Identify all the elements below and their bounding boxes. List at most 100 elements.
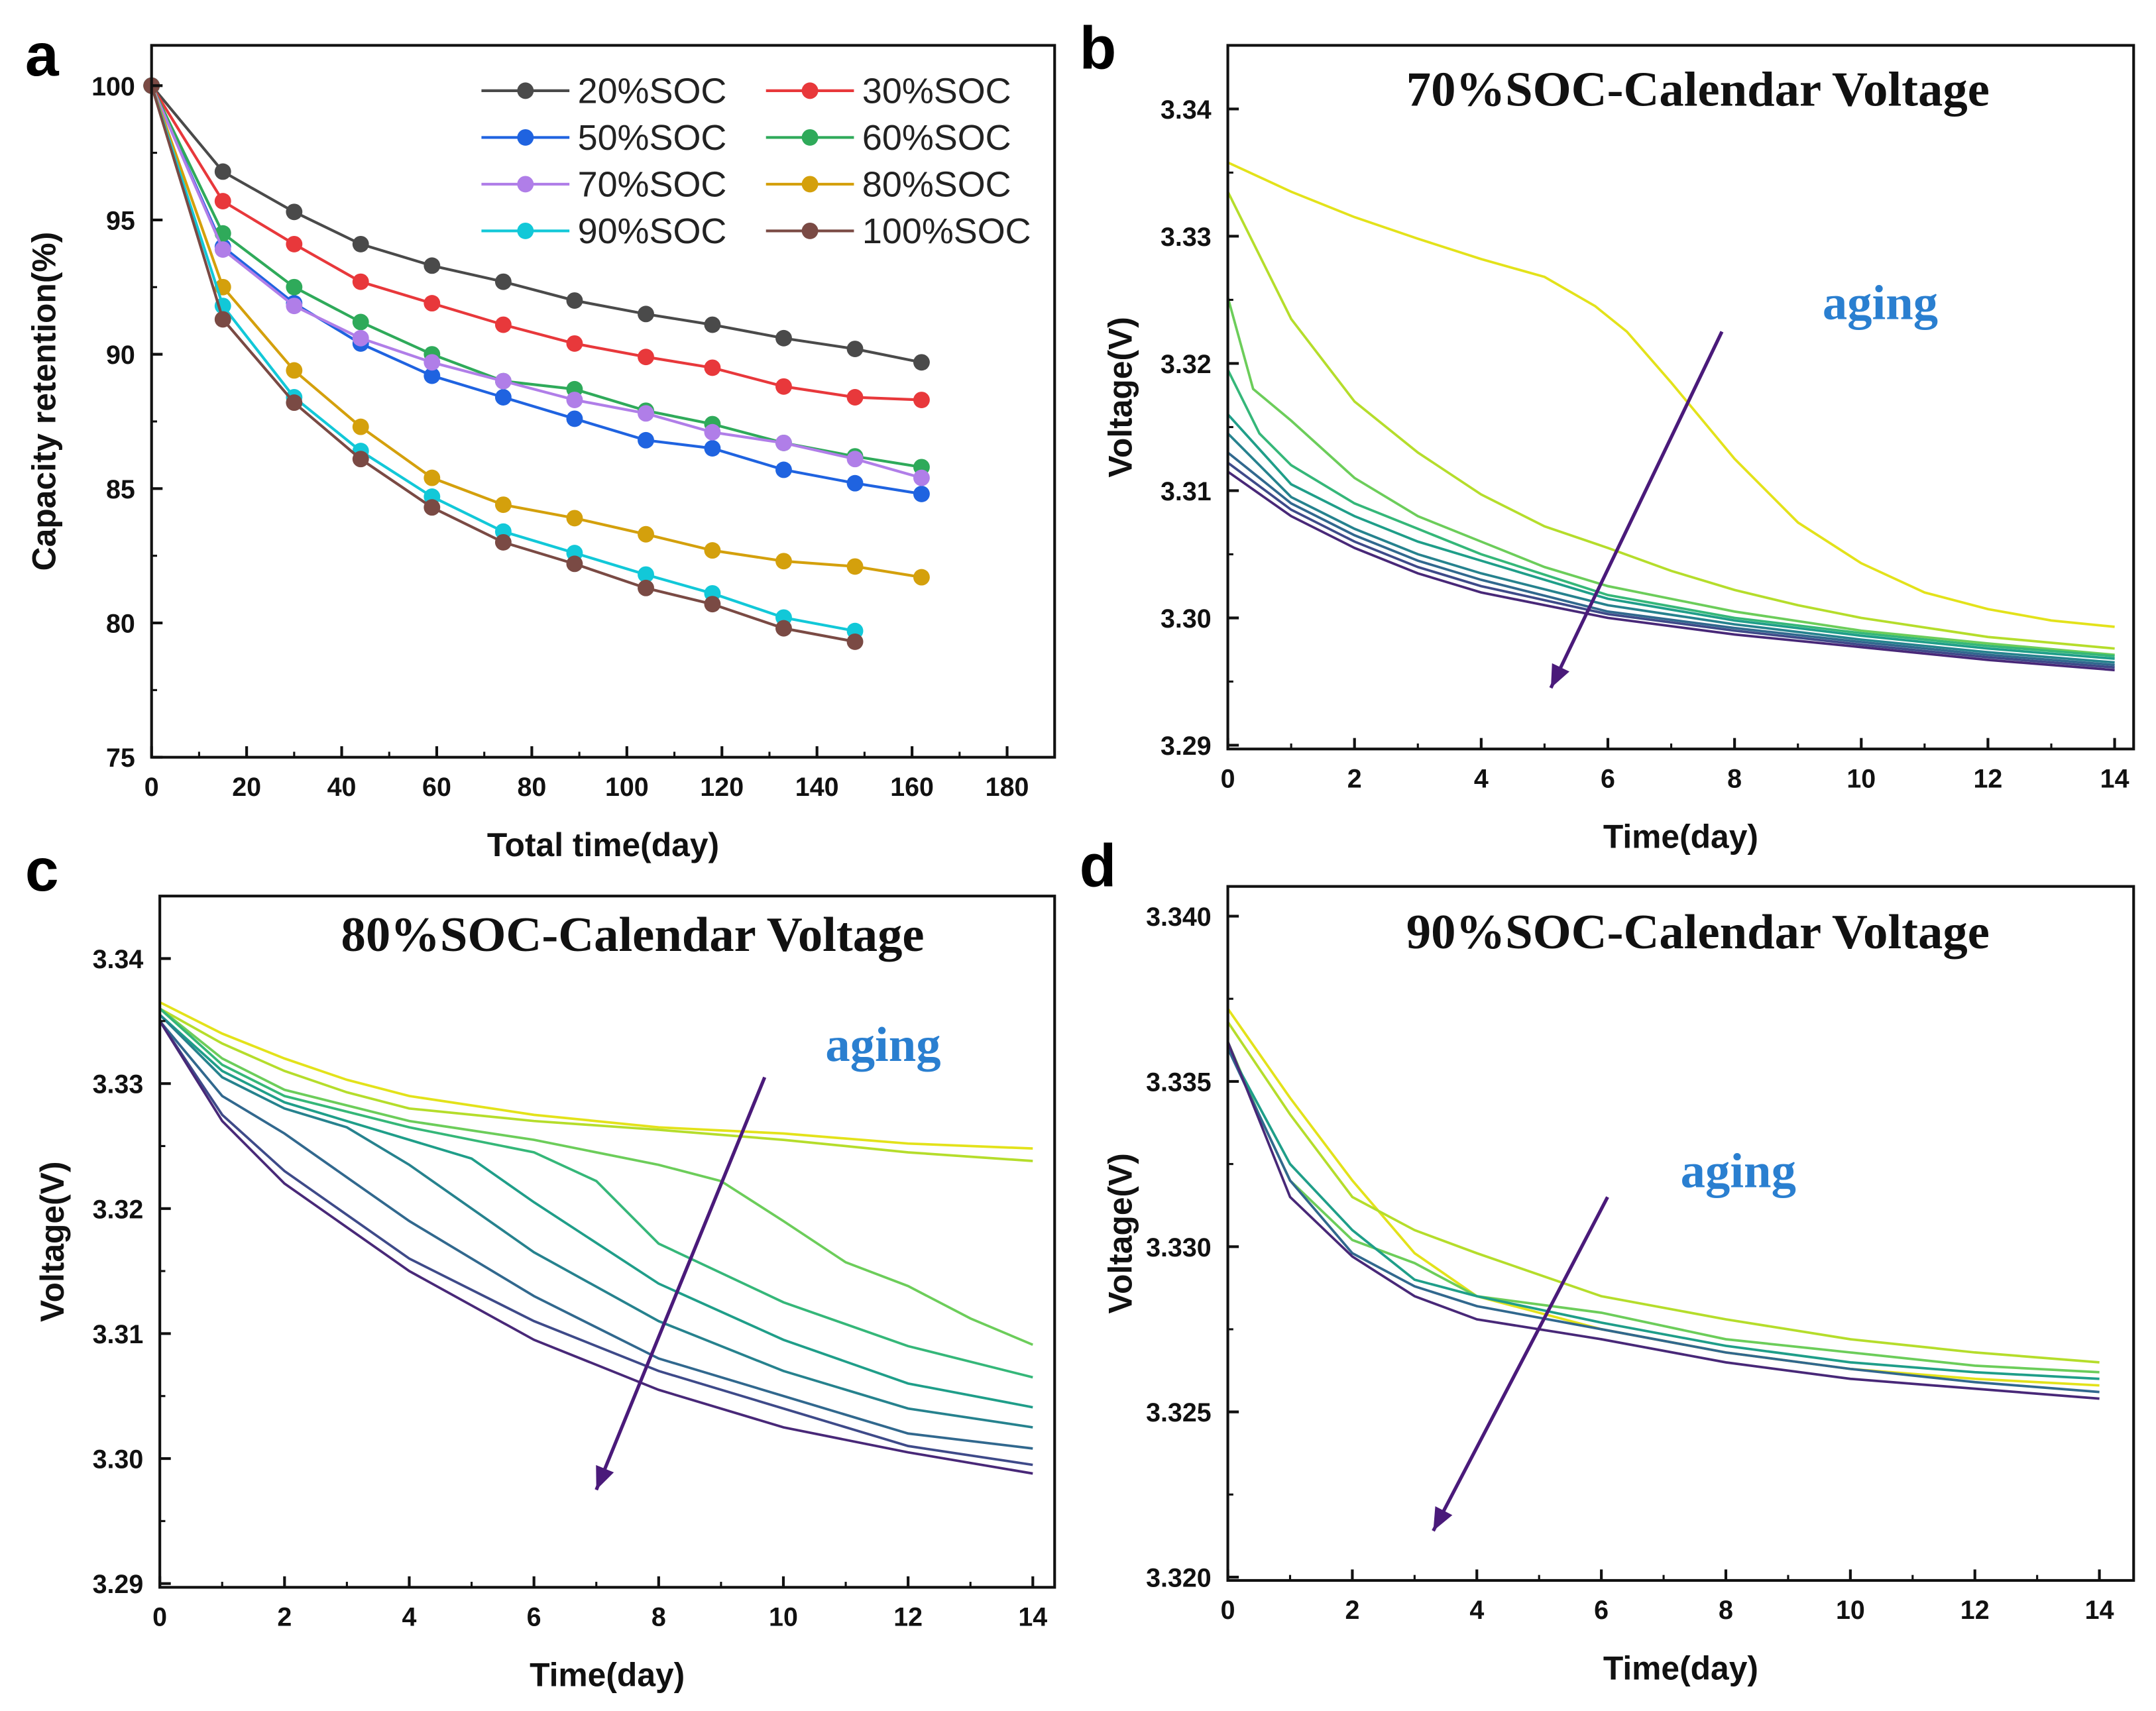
data-point (638, 305, 654, 323)
data-point (352, 418, 369, 435)
plot-frame (158, 895, 1056, 1589)
y-tick-label: 3.31 (1161, 477, 1212, 506)
series-line (1226, 1041, 2100, 1374)
data-point (846, 633, 864, 650)
x-tick-label: 12 (1960, 1596, 1990, 1625)
data-point (566, 392, 583, 408)
data-point (704, 359, 721, 376)
data-point (494, 496, 512, 514)
y-tick-label: 3.340 (1146, 903, 1212, 932)
x-tick-label: 4 (1469, 1596, 1484, 1625)
x-axis-label: Time(day) (1603, 1649, 1758, 1686)
y-tick-label: 3.31 (93, 1320, 144, 1349)
x-tick-label: 8 (1727, 764, 1742, 793)
x-tick-label: 10 (1836, 1596, 1865, 1625)
data-point (846, 558, 864, 575)
data-point (638, 405, 654, 422)
data-point (494, 316, 512, 333)
panel-title: 70%SOC-Calendar Voltage (1406, 62, 1990, 117)
y-tick-label: 3.34 (93, 945, 144, 974)
data-point (214, 311, 231, 328)
y-tick-label: 100 (91, 72, 135, 101)
x-tick-label: 8 (652, 1602, 666, 1631)
series-line (1226, 1048, 2100, 1394)
series-line (159, 1007, 1033, 1162)
series-line (150, 85, 922, 402)
data-point (846, 451, 864, 468)
series-line (1226, 369, 2115, 657)
data-point (214, 193, 231, 210)
legend-label: 90%SOC (578, 211, 727, 251)
series-line (158, 1007, 1033, 1347)
x-tick-label: 14 (2085, 1596, 2114, 1625)
series-line (150, 85, 922, 579)
aging-arrow (1549, 331, 1724, 689)
legend-entry: 20%SOC (481, 72, 726, 111)
data-point (352, 273, 369, 290)
data-point (846, 389, 864, 406)
series-line (159, 1001, 1033, 1150)
y-axis-label: Capacity retention(%) (26, 232, 63, 571)
series-line (1227, 461, 2115, 669)
panel-c: c 0 2 4 6 8 10 12 14 3.29 3.30 3.31 3.32 3.33 3.34 Time… (25, 836, 1056, 1694)
data-point (566, 510, 583, 527)
series-line (1227, 470, 2115, 672)
legend-label: 30%SOC (862, 72, 1011, 111)
data-point (424, 499, 441, 516)
legend-marker (517, 129, 534, 146)
data-point (566, 410, 583, 427)
x-tick-label: 160 (890, 773, 934, 802)
data-point (638, 579, 654, 596)
data-point (286, 362, 303, 379)
x-tick-label: 4 (1474, 764, 1489, 793)
aging-arrow (595, 1076, 767, 1491)
legend-marker (801, 176, 819, 193)
x-tick-label: 120 (700, 773, 744, 802)
plot-frame (1226, 885, 2135, 1582)
x-axis-label: Total time(day) (487, 826, 719, 863)
series-line (1227, 451, 2115, 667)
series-line (1227, 414, 2115, 660)
legend-marker (801, 222, 819, 239)
legend-label: 60%SOC (862, 118, 1011, 158)
x-tick-label: 14 (1018, 1602, 1047, 1631)
y-tick-label: 3.33 (1161, 223, 1212, 252)
x-tick-label: 40 (327, 773, 357, 802)
aging-label: aging (1681, 1144, 1796, 1199)
y-tick-label: 3.32 (1161, 350, 1212, 379)
x-tick-label: 20 (232, 773, 261, 802)
x-tick-label: 2 (1347, 764, 1362, 793)
series-line (150, 85, 856, 643)
data-point (846, 341, 864, 357)
data-point (913, 469, 930, 486)
series-line (1226, 191, 2115, 650)
data-point (214, 163, 231, 180)
legend-label: 80%SOC (862, 165, 1011, 205)
legend-entry: 80%SOC (766, 165, 1011, 205)
data-point (846, 474, 864, 492)
data-point (566, 292, 583, 309)
data-point (214, 241, 231, 258)
data-point (704, 596, 721, 613)
legend-label: 50%SOC (578, 118, 727, 158)
series-line (1226, 1041, 2100, 1400)
data-point (286, 203, 303, 221)
data-point (424, 354, 441, 371)
data-point (775, 434, 792, 451)
x-tick-label: 60 (422, 773, 451, 802)
data-point (775, 378, 792, 395)
x-tick-label: 180 (986, 773, 1029, 802)
panel-a: a 0 20 40 60 80 100 120 140 160 180 75 80 85 90 95 100 To… (25, 21, 1056, 863)
x-tick-label: 6 (1601, 764, 1615, 793)
arrow-head-icon (596, 1464, 614, 1490)
y-tick-label: 85 (106, 475, 135, 504)
y-axis-label: Voltage(V) (1102, 317, 1139, 477)
data-point (704, 316, 721, 333)
panel-title: 90%SOC-Calendar Voltage (1406, 905, 1990, 960)
plot-frame (1226, 44, 2135, 751)
x-tick-label: 4 (402, 1602, 417, 1631)
legend-label: 70%SOC (578, 165, 727, 205)
data-point (494, 533, 512, 551)
y-axis-label: Voltage(V) (34, 1162, 71, 1322)
